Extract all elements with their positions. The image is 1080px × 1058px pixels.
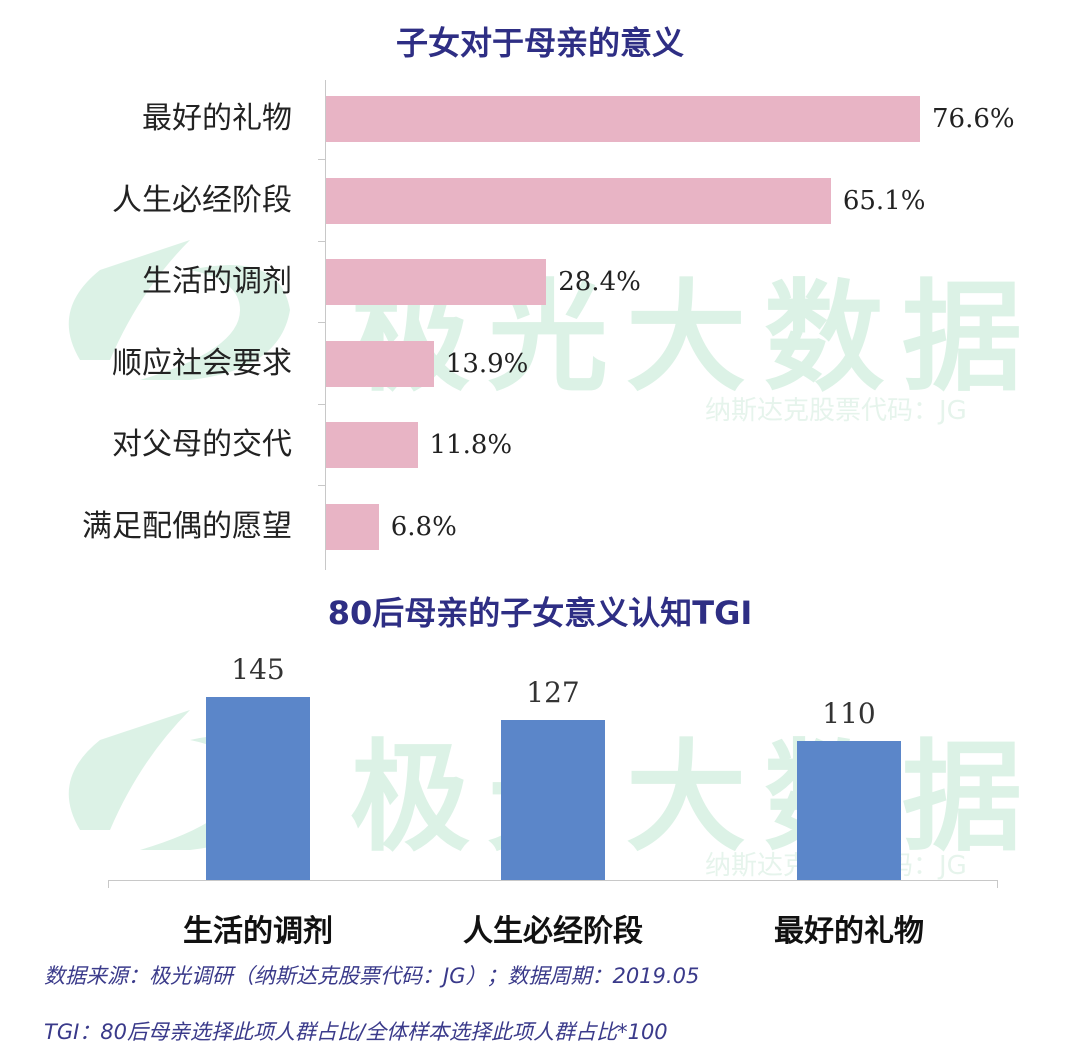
chart2-tick-right [997, 880, 998, 888]
chart1-value-label: 65.1% [842, 185, 926, 216]
chart2-bar [797, 741, 901, 880]
chart2-category-label: 人生必经阶段 [463, 914, 643, 949]
chart1-value-label: 28.4% [558, 267, 641, 297]
chart1-value-label: 76.6% [932, 104, 1015, 134]
chart2-value-label: 127 [526, 675, 580, 709]
chart1-separator [318, 159, 326, 160]
watermark-text-bottom: 极光大数据 [350, 729, 1040, 868]
chart2-bar [501, 719, 605, 880]
chart1-bar [326, 96, 920, 142]
chart1-category-label: 顺应社会要求 [112, 345, 292, 381]
chart1-category-label: 最好的礼物 [142, 101, 292, 136]
chart1-separator [318, 240, 326, 242]
chart2-baseline [108, 880, 998, 881]
chart2-tick-left [108, 880, 109, 888]
chart1-value-label: 13.9% [445, 348, 529, 379]
source-note: 数据来源：极光调研（纳斯达克股票代码：JG）；数据周期：2019.05 [44, 964, 700, 988]
chart1-separator [318, 485, 326, 486]
chart1-bar [326, 259, 547, 305]
chart1-separator [318, 322, 326, 323]
chart1-axis [325, 80, 326, 570]
chart1-category-label: 人生必经阶段 [112, 182, 292, 218]
chart1-category-label: 对父母的交代 [112, 427, 292, 462]
watermark-sub-top: 纳斯达克股票代码：JG [705, 396, 967, 426]
chart2-category-label: 生活的调剂 [183, 914, 333, 949]
chart2-title: 80后母亲的子女意义认知TGI [327, 594, 753, 632]
chart1-title: 子女对于母亲的意义 [395, 24, 684, 62]
chart2-bar [206, 697, 310, 880]
tgi-note: TGI：80后母亲选择此项人群占比/全体样本选择此项人群占比*100 [44, 1020, 668, 1044]
chart1-bar [326, 422, 418, 468]
chart1-value-label: 11.8% [429, 430, 513, 460]
chart1-separator [318, 403, 326, 405]
chart1-bar [326, 503, 379, 550]
chart2-value-label: 145 [231, 653, 285, 686]
chart1-category-label: 满足配偶的愿望 [82, 508, 292, 544]
chart1-value-label: 6.8% [390, 511, 457, 542]
chart1-bar [326, 177, 831, 224]
chart1-bar [326, 340, 434, 387]
chart2-category-label: 最好的礼物 [774, 914, 924, 949]
chart2-value-label: 110 [822, 697, 876, 731]
chart1-category-label: 生活的调剂 [142, 264, 292, 299]
